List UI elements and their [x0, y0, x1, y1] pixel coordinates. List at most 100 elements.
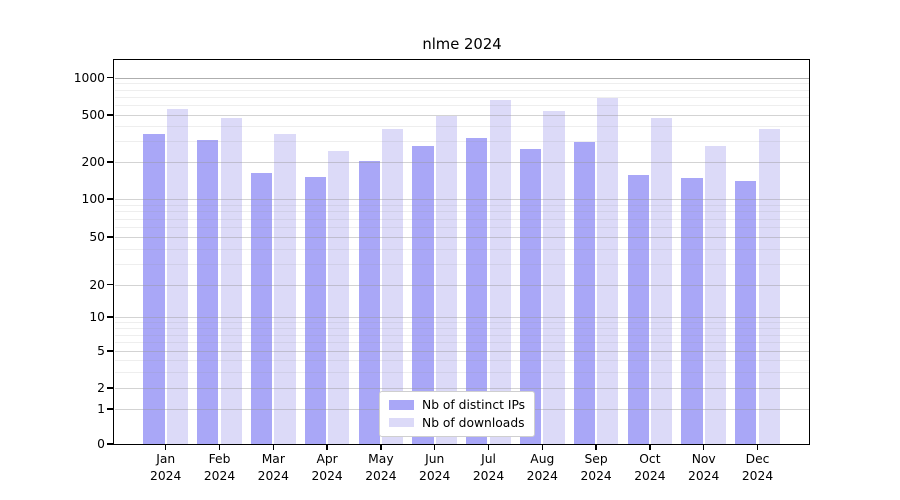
- gridline-minor: [114, 211, 809, 213]
- x-tick-year: 2024: [580, 469, 612, 484]
- x-tick-month: Jan: [156, 452, 176, 466]
- x-tick-month: May: [368, 452, 394, 466]
- gridline-minor: [114, 263, 809, 265]
- y-tick-label: 1: [97, 402, 105, 416]
- gridline-minor: [114, 105, 809, 107]
- gridline-minor: [114, 83, 809, 85]
- chart-title: nlme 2024: [422, 36, 502, 53]
- y-tick-mark: [107, 408, 113, 410]
- x-tick-label-feb: Feb 2024: [190, 451, 250, 485]
- legend-label: Nb of downloads: [422, 415, 525, 430]
- legend-swatch-icon: [389, 417, 414, 428]
- gridline-minor: [114, 371, 809, 373]
- legend: Nb of distinct IPs Nb of downloads: [379, 391, 536, 437]
- y-tick-mark: [107, 350, 113, 352]
- bar-nov-ips: [681, 178, 703, 444]
- x-tick-month: Aug: [530, 452, 555, 466]
- y-tick-label: 20: [89, 277, 105, 292]
- x-tick-year: 2024: [419, 469, 451, 484]
- x-tick-label-apr: Apr 2024: [297, 451, 357, 485]
- x-tick-label-oct: Oct 2024: [620, 451, 680, 485]
- bar-sep-downloads: [597, 97, 619, 444]
- y-tick-label: 200: [81, 155, 105, 169]
- x-tick-month: Oct: [639, 452, 661, 466]
- x-tick-year: 2024: [472, 469, 505, 484]
- gridline-minor: [114, 96, 809, 98]
- y-tick-label: 500: [81, 108, 105, 122]
- x-tick-year: 2024: [634, 469, 666, 484]
- y-tick-mark: [107, 443, 113, 445]
- gridline-minor: [114, 126, 809, 128]
- bar-dec-ips: [735, 181, 757, 444]
- x-tick-mark: [165, 444, 167, 450]
- gridline-minor: [114, 204, 809, 206]
- x-tick-mark: [595, 444, 597, 450]
- gridline-major: [114, 351, 809, 352]
- x-tick-year: 2024: [150, 469, 182, 484]
- bar-aug-ips: [520, 149, 542, 444]
- bar-may-ips: [358, 161, 380, 444]
- gridline-major: [114, 115, 809, 116]
- bar-feb-downloads: [220, 117, 242, 444]
- bar-feb-ips: [197, 140, 219, 444]
- gridline-major: [114, 284, 809, 286]
- y-tick-label: 10: [89, 310, 105, 324]
- gridline-minor: [114, 141, 809, 143]
- bar-jul-ips: [466, 137, 488, 444]
- y-tick-label: 0: [97, 437, 105, 451]
- legend-label: Nb of distinct IPs: [422, 398, 526, 412]
- gridline-major: [114, 77, 809, 79]
- x-tick-month: Apr: [316, 452, 338, 466]
- x-tick-mark: [434, 444, 436, 450]
- gridline-minor: [114, 218, 809, 220]
- gridline-major: [114, 237, 809, 238]
- gridline-major: [114, 162, 809, 163]
- y-tick-mark: [107, 283, 113, 286]
- gridline-minor: [114, 89, 809, 91]
- x-tick-label-aug: Aug 2024: [512, 451, 572, 485]
- bar-jan-ips: [143, 133, 165, 444]
- y-tick-mark: [107, 114, 113, 116]
- bar-oct-ips: [627, 174, 649, 444]
- bar-mar-downloads: [274, 134, 296, 444]
- x-tick-year: 2024: [688, 469, 720, 484]
- x-tick-mark: [541, 444, 543, 450]
- bar-sep-ips: [573, 142, 595, 444]
- bar-apr-downloads: [328, 150, 350, 444]
- y-tick-label: 1000: [73, 70, 105, 85]
- bar-dec-downloads: [758, 129, 780, 444]
- x-tick-month: Nov: [691, 452, 716, 466]
- gridline-major: [114, 317, 809, 318]
- bar-jan-downloads: [166, 109, 188, 444]
- y-tick-mark: [107, 198, 113, 200]
- bar-mar-ips: [251, 173, 273, 444]
- x-tick-label-dec: Dec 2024: [728, 451, 788, 485]
- bar-oct-downloads: [651, 118, 673, 444]
- gridline-minor: [114, 227, 809, 228]
- x-tick-month: Jun: [425, 452, 445, 466]
- legend-item: Nb of downloads: [389, 416, 525, 430]
- x-tick-mark: [272, 444, 274, 450]
- x-tick-year: 2024: [311, 469, 343, 484]
- gridline-major: [114, 388, 809, 389]
- gridline-minor: [114, 327, 809, 329]
- y-tick-label: 100: [81, 192, 105, 206]
- legend-item: Nb of distinct IPs: [389, 398, 525, 412]
- bar-aug-downloads: [543, 110, 565, 444]
- x-tick-year: 2024: [203, 469, 236, 484]
- y-tick-mark: [107, 387, 113, 389]
- y-tick-label: 50: [89, 230, 105, 244]
- bar-apr-ips: [304, 176, 326, 444]
- x-tick-month: Dec: [745, 452, 770, 466]
- y-tick-mark: [107, 236, 113, 238]
- x-tick-label-sep: Sep 2024: [566, 451, 626, 485]
- bar-jun-downloads: [435, 115, 457, 444]
- x-tick-year: 2024: [365, 469, 397, 484]
- x-tick-label-may: May 2024: [351, 451, 411, 485]
- gridline-minor: [114, 334, 809, 336]
- gridline-minor: [114, 322, 809, 324]
- x-tick-month: Sep: [584, 452, 608, 466]
- x-tick-label-jun: Jun 2024: [405, 451, 465, 485]
- x-tick-mark: [487, 444, 490, 450]
- x-tick-month: Feb: [208, 452, 231, 466]
